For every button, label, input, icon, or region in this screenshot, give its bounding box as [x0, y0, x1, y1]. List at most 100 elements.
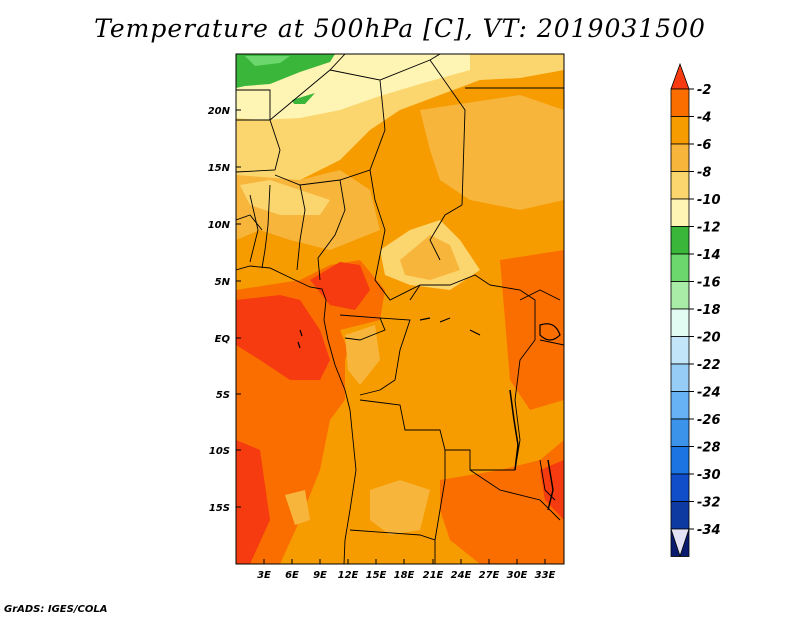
- border-drc-east: [489, 284, 536, 471]
- map-title: Temperature at 500hPa [C], VT: 201903150…: [94, 14, 706, 43]
- colorbar-box: [670, 226, 690, 255]
- colorbar-label: -10: [697, 193, 721, 208]
- colorbar-box: [670, 143, 690, 172]
- colorbar-label: -32: [697, 496, 721, 511]
- lon-label-6e: 6E: [285, 570, 299, 581]
- border-chad-car: [369, 169, 491, 301]
- border-chad-libya: [429, 59, 466, 206]
- lon-label-18e: 18E: [394, 570, 415, 581]
- field-2-plus-southwest: [236, 440, 270, 564]
- lat-label-5n: 5N: [215, 277, 231, 288]
- field-12-to-14-spot: [292, 93, 315, 104]
- colorbar-box: [670, 446, 690, 475]
- field-4-to-2-southeast: [440, 440, 564, 564]
- lon-label-3e: 3E: [257, 570, 271, 581]
- lon-label-33e: 33E: [535, 570, 556, 581]
- colorbar-box: [670, 473, 690, 502]
- coastline-west: [236, 265, 357, 564]
- lat-axis: 20N 15N 10N 5N EQ 5S 10S 15S: [208, 106, 241, 514]
- grads-credit: GrADS: IGES/COLA: [4, 604, 108, 615]
- colorbar-label: -26: [697, 413, 721, 428]
- field-14-to-16: [245, 56, 290, 66]
- lon-label-30e: 30E: [507, 570, 528, 581]
- colorbar-label: -14: [697, 248, 721, 263]
- lon-label-27e: 27E: [479, 570, 500, 581]
- lon-label-12e: 12E: [338, 570, 359, 581]
- border-ghana: [249, 194, 259, 263]
- lat-label-10s: 10S: [209, 446, 230, 457]
- temperature-field: [236, 54, 564, 564]
- lon-label-24e: 24E: [451, 570, 472, 581]
- lake-malawi: [547, 459, 554, 511]
- colorbar-top-arrow: [670, 62, 690, 90]
- field-6-to-8-south: [370, 480, 430, 535]
- rivers: [419, 317, 481, 336]
- field-2-plus-gulf: [236, 295, 330, 380]
- border-angola-namibia: [349, 529, 436, 564]
- field-4-to-2-east: [500, 250, 564, 410]
- colorbar-box: [670, 501, 690, 530]
- boundaries: [236, 54, 564, 564]
- border-gabon: [339, 314, 386, 341]
- colorbar-label: -34: [697, 523, 721, 538]
- field-8-to-10-west: [240, 180, 330, 215]
- colorbar: -2 -4 -6 -8 -10 -12 -14 -16 -18 -20 -22 -24 -26 -28 -3…: [670, 62, 721, 558]
- border-northwest: [236, 89, 271, 121]
- lat-label-5s: 5S: [216, 390, 230, 401]
- border-ivory: [236, 214, 263, 231]
- lat-label-15n: 15N: [208, 163, 231, 174]
- colorbar-box: [670, 198, 690, 227]
- map-frame: [235, 53, 565, 565]
- colorbar-box: [670, 116, 690, 145]
- colorbar-label: -22: [697, 358, 721, 373]
- field-6-to-8-southwest: [285, 490, 310, 525]
- border-car-drc: [409, 284, 421, 301]
- field-6-to-8-car: [400, 235, 460, 280]
- border-chad-sudan: [429, 204, 463, 261]
- colorbar-label: -2: [697, 83, 711, 98]
- border-mali-mauritania: [236, 119, 281, 173]
- lat-label-20n: 20N: [208, 106, 231, 117]
- colorbar-label: -4: [697, 111, 711, 126]
- lon-axis: 3E 6E 9E 12E 15E 18E 21E 24E 27E 30E 33E: [257, 559, 556, 581]
- lon-label-9e: 9E: [313, 570, 327, 581]
- border-nigeria: [317, 179, 346, 281]
- border-burkina: [261, 184, 271, 269]
- lake-tanganyika: [509, 389, 519, 471]
- colorbar-label: -24: [697, 386, 721, 401]
- islands: [297, 329, 303, 349]
- colorbar-label: -20: [697, 331, 721, 346]
- colorbar-box: [670, 418, 690, 447]
- colorbar-boxes: [670, 88, 690, 557]
- border-zambia: [469, 469, 561, 521]
- colorbar-label: -8: [697, 166, 711, 181]
- lat-label-15s: 15S: [209, 503, 230, 514]
- border-uganda: [519, 289, 561, 301]
- colorbar-label: -28: [697, 441, 721, 456]
- field-6-to-8-gabon: [345, 325, 380, 385]
- colorbar-labels: -2 -4 -6 -8 -10 -12 -14 -16 -18 -20 -22 -24 -26 -28 -3…: [689, 83, 721, 538]
- border-kenya-tanzania: [539, 339, 564, 346]
- field-6-to-4-congo: [340, 320, 500, 440]
- colorbar-box: [670, 336, 690, 365]
- colorbar-box: [670, 88, 690, 117]
- colorbar-label: -18: [697, 303, 721, 318]
- colorbar-box: [670, 308, 690, 337]
- border-congo: [359, 317, 411, 396]
- lake-victoria: [539, 323, 561, 341]
- colorbar-label: -12: [697, 221, 721, 236]
- field-2-plus-southeast: [540, 460, 564, 520]
- lon-label-15e: 15E: [366, 570, 387, 581]
- colorbar-label: -30: [697, 468, 721, 483]
- border-angola-zambia: [434, 450, 446, 541]
- colorbar-box: [670, 171, 690, 200]
- colorbar-bottom-arrow: [670, 528, 690, 558]
- colorbar-box: [670, 281, 690, 310]
- colorbar-label: -6: [697, 138, 711, 153]
- colorbar-label: -16: [697, 276, 721, 291]
- lat-label-eq: EQ: [215, 334, 231, 345]
- colorbar-box: [670, 253, 690, 282]
- border-benin: [296, 184, 306, 271]
- lat-label-10n: 10N: [208, 220, 231, 231]
